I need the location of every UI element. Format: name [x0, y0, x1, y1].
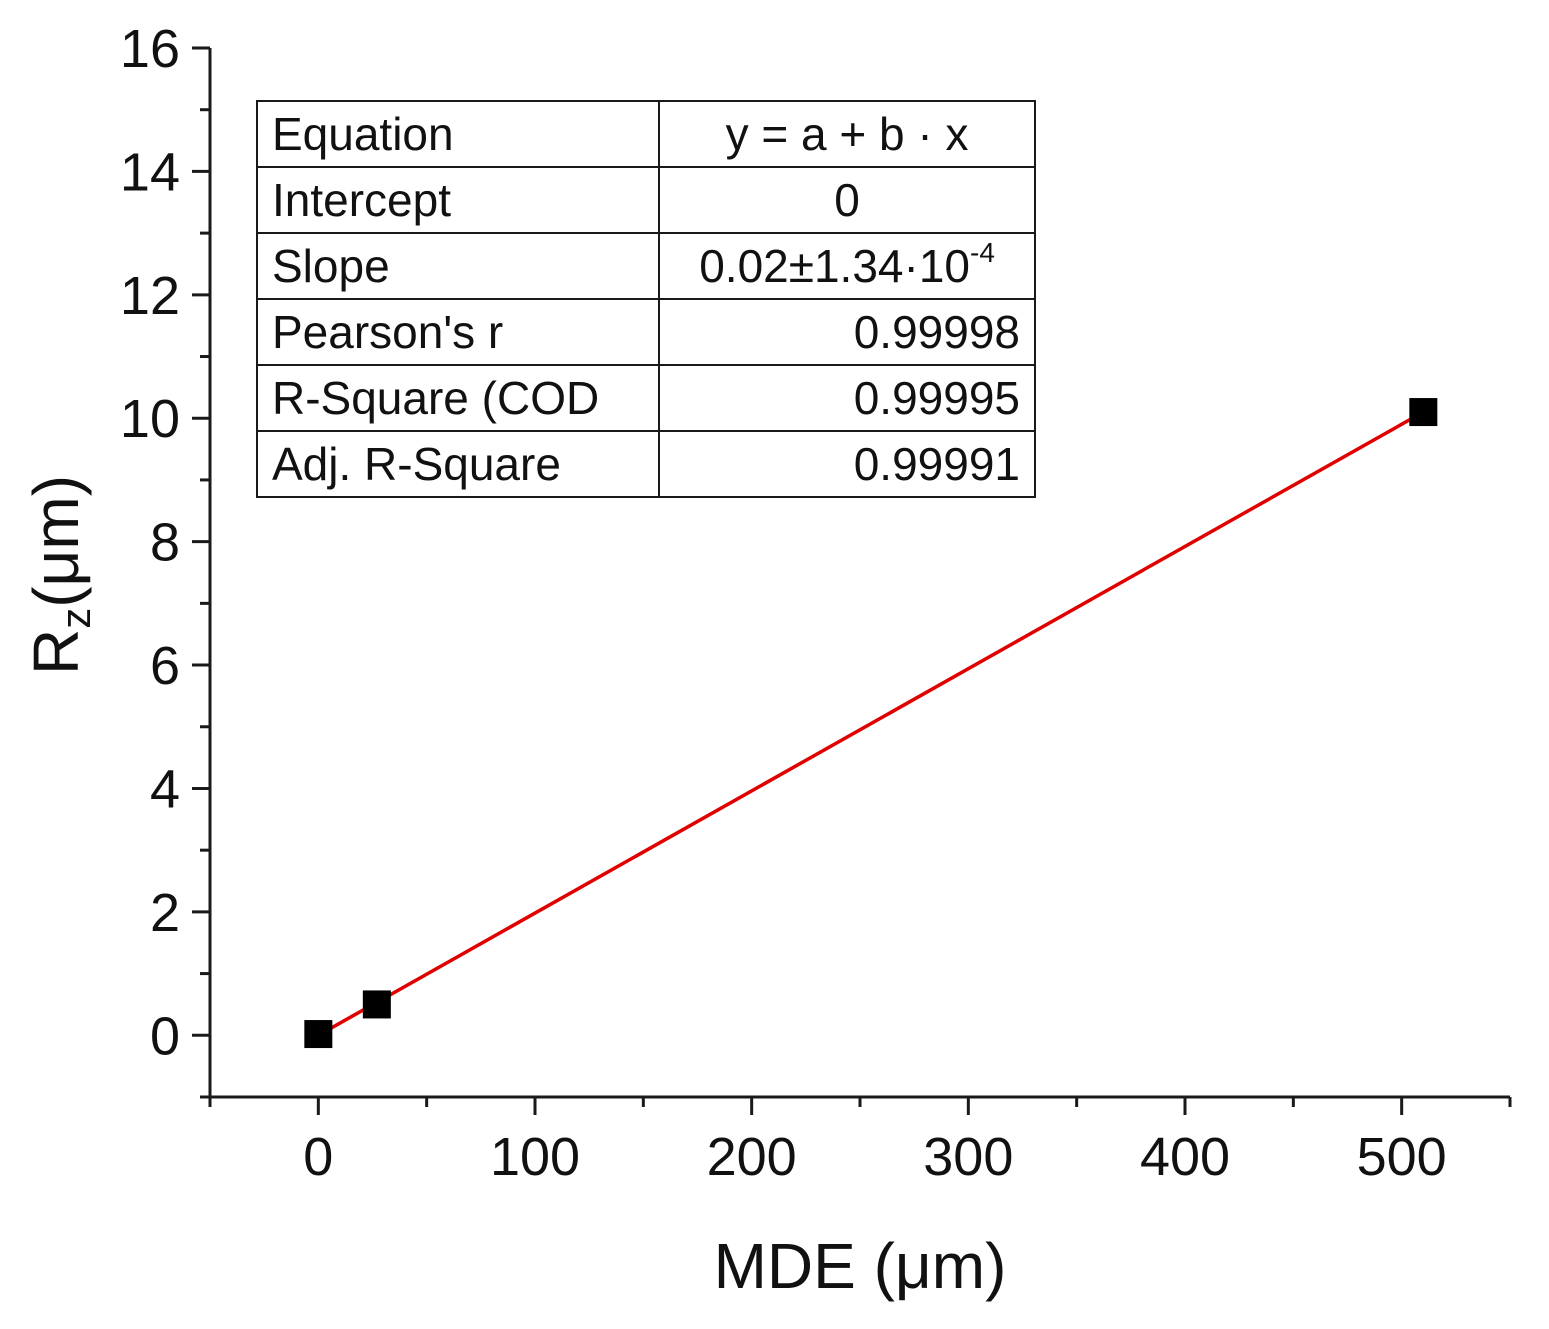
y-tick-label: 14: [120, 142, 180, 202]
y-tick-label: 4: [150, 759, 180, 819]
x-tick-label: 400: [1140, 1127, 1230, 1187]
table-cell-value: 0.99991: [658, 430, 1036, 498]
fit-line: [317, 410, 1425, 1037]
table-row: Adj. R-Square 0.99991: [255, 430, 1036, 498]
x-tick-label: 200: [707, 1127, 797, 1187]
y-axis-label-subscript: z: [52, 608, 99, 629]
data-points: [304, 398, 1438, 1049]
y-tick-label: 2: [150, 883, 180, 943]
axes: [192, 46, 1512, 1115]
slope-value: 0.02±1.34·10: [699, 240, 970, 292]
table-cell-label: Adj. R-Square: [255, 430, 661, 498]
x-tick-label: 500: [1357, 1127, 1447, 1187]
y-axis-label: Rz(μm): [20, 475, 99, 675]
table-cell-value: y = a + b · x: [658, 100, 1036, 168]
table-row: Equation y = a + b · x: [255, 100, 1036, 168]
table-row: Pearson's r 0.99998: [255, 298, 1036, 366]
table-cell-label: Pearson's r: [255, 298, 661, 366]
y-tick-label: 10: [120, 389, 180, 449]
table-row: Slope 0.02±1.34·10-4: [255, 232, 1036, 300]
x-tick-label: 0: [303, 1127, 333, 1187]
data-point: [304, 1020, 333, 1049]
table-cell-value: 0: [658, 166, 1036, 234]
y-tick-label: 16: [120, 19, 180, 79]
fit-results-table: Equation y = a + b · x Intercept 0 Slope…: [255, 100, 1036, 498]
table-cell-value: 0.99998: [658, 298, 1036, 366]
slope-exponent: -4: [970, 237, 995, 268]
table-row: Intercept 0: [255, 166, 1036, 234]
x-axis-label: MDE (μm): [714, 1230, 1007, 1302]
data-point: [1409, 398, 1438, 427]
table-cell-label: Equation: [255, 100, 661, 168]
fit-line-group: [317, 410, 1425, 1037]
y-tick-label: 0: [150, 1006, 180, 1066]
data-point: [362, 990, 391, 1019]
tick-labels: 0 2 4 6 8 10 12 14 16 0 100 200 300 400 500: [120, 19, 1447, 1187]
y-tick-label: 6: [150, 636, 180, 696]
y-tick-label: 8: [150, 513, 180, 573]
y-tick-label: 12: [120, 266, 180, 326]
table-cell-label: R-Square (COD: [255, 364, 661, 432]
table-cell-label: Intercept: [255, 166, 661, 234]
table-row: R-Square (COD 0.99995: [255, 364, 1036, 432]
table-cell-value: 0.02±1.34·10-4: [658, 232, 1036, 300]
table-cell-label: Slope: [255, 232, 661, 300]
x-tick-label: 100: [490, 1127, 580, 1187]
table-cell-value: 0.99995: [658, 364, 1036, 432]
x-tick-label: 300: [923, 1127, 1013, 1187]
